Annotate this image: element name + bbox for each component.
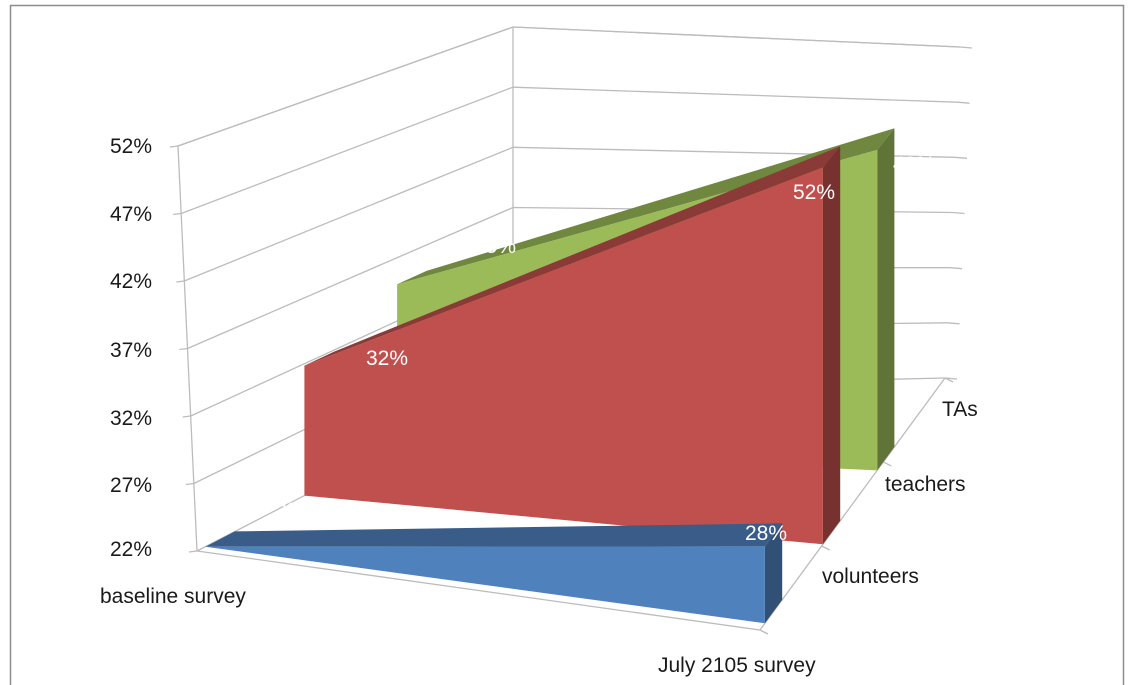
x-category-label: baseline survey — [100, 585, 246, 608]
right-tick-mark — [944, 377, 958, 380]
y-tick-label: 22% — [110, 538, 152, 561]
gridline — [180, 86, 958, 215]
right-tick-mark — [952, 211, 965, 215]
series-group — [205, 128, 895, 624]
depth-tick-mark — [944, 377, 954, 383]
y-tick-label: 27% — [110, 474, 152, 497]
data-label-tas-july: 48% — [893, 153, 935, 176]
y-tick-mark — [185, 482, 194, 486]
y-axis-tick-labels: 22% 27% 32% 37% 42% 47% 52% — [110, 135, 152, 561]
gridline — [177, 26, 961, 147]
chart-border — [9, 4, 1125, 685]
depth-label-volunteers: volunteers — [822, 565, 919, 588]
y-tick-mark — [182, 415, 191, 418]
right-tick-mark — [954, 156, 968, 159]
data-label-volunteers-baseline: 22% — [275, 499, 317, 522]
series-top-teachers — [304, 146, 841, 366]
x-category-label: July 2105 survey — [658, 654, 816, 677]
data-label-teachers-july: 52% — [793, 181, 835, 204]
right-tick-mark — [949, 267, 963, 270]
data-label-tas-baseline: 35% — [474, 235, 516, 258]
series-front-teachers — [304, 167, 823, 545]
y-tick-label: 47% — [110, 203, 152, 226]
depth-tick-mark — [883, 461, 892, 467]
series-top-TAs — [397, 128, 895, 285]
data-label-volunteers-july: 28% — [745, 522, 787, 545]
depth-axis-labels: volunteers teachers TAs — [822, 398, 978, 588]
y-tick-label: 32% — [110, 407, 152, 430]
series-top-volunteers — [205, 523, 783, 547]
x-axis-category-labels: baseline survey July 2105 survey — [100, 585, 816, 677]
depth-label-teachers: teachers — [885, 473, 966, 496]
series-side-TAs — [877, 128, 895, 471]
series-front-volunteers — [205, 546, 765, 624]
depth-label-tas: TAs — [942, 398, 978, 421]
y-tick-mark — [179, 347, 188, 351]
y-tick-label: 52% — [110, 135, 152, 158]
y-tick-mark — [169, 145, 179, 148]
y-tick-label: 42% — [110, 270, 152, 293]
depth-tick-mark — [821, 545, 830, 551]
y-tick-label: 37% — [110, 339, 152, 362]
y-tick-mark — [176, 280, 185, 283]
y-tick-mark — [188, 550, 198, 553]
y-tick-mark — [173, 212, 182, 216]
depth-tick-mark — [759, 629, 769, 635]
right-tick-mark — [959, 46, 973, 49]
series-side-teachers — [822, 146, 841, 545]
data-labels: 35% 48% 32% 52% 22% 28% — [275, 153, 935, 545]
right-tick-mark — [957, 101, 970, 104]
data-label-teachers-baseline: 32% — [366, 347, 408, 370]
series-side-volunteers — [764, 523, 783, 624]
right-tick-mark — [947, 322, 960, 325]
gridline — [184, 146, 956, 282]
